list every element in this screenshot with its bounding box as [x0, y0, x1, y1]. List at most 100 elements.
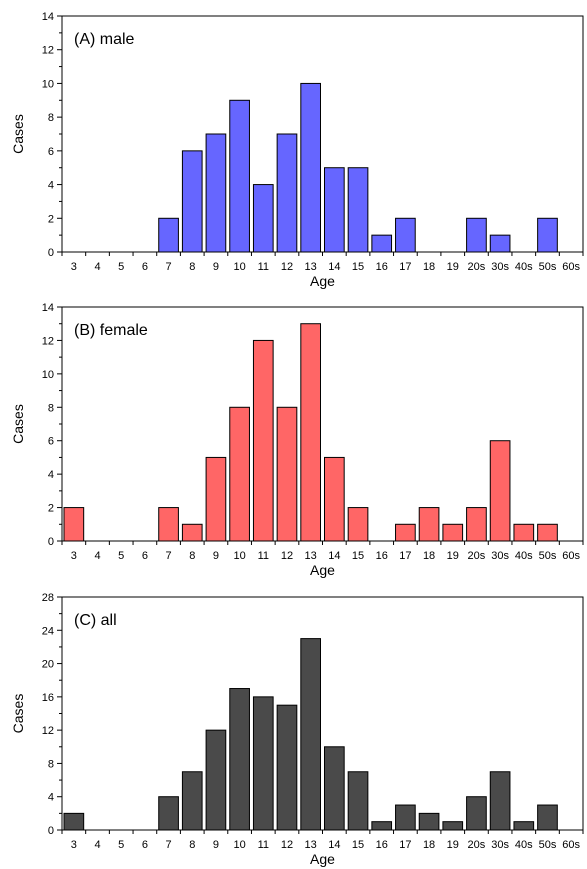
x-tick-label: 12 [281, 261, 293, 273]
x-tick-label: 10 [233, 261, 245, 273]
x-tick-label: 5 [118, 839, 124, 851]
x-tick-label: 18 [423, 261, 435, 273]
bar [371, 234, 393, 253]
x-tick-label: 5 [118, 550, 124, 562]
bar [300, 323, 321, 542]
y-tick-label: 12 [42, 45, 54, 57]
x-tick-label: 10 [233, 550, 245, 562]
x-tick-label: 8 [189, 839, 195, 851]
x-tick-label: 16 [376, 839, 388, 851]
x-tick-label: 17 [399, 550, 411, 562]
y-tick-label: 20 [42, 659, 54, 671]
bar [395, 217, 416, 253]
y-tick-label: 4 [48, 469, 54, 481]
bar [205, 456, 227, 542]
y-tick-label: 16 [42, 692, 54, 704]
x-tick-label: 8 [189, 261, 195, 273]
y-tick-label: 10 [42, 369, 54, 381]
bar [181, 523, 203, 542]
x-tick-label: 7 [166, 261, 172, 273]
x-tick-label: 4 [94, 839, 100, 851]
bar [324, 456, 345, 542]
x-axis-title: Age [310, 273, 335, 289]
x-tick-label: 11 [258, 550, 269, 562]
x-tick-label: 3 [71, 839, 77, 851]
bar [63, 812, 85, 831]
y-tick-label: 12 [42, 335, 54, 347]
bar [181, 771, 203, 831]
y-tick-label: 0 [48, 825, 54, 837]
bar [347, 771, 369, 831]
bar [418, 812, 440, 831]
bar [466, 217, 487, 253]
x-tick-label: 20s [468, 839, 486, 851]
bar [276, 406, 298, 542]
bar [347, 507, 369, 542]
x-tick-label: 6 [142, 550, 148, 562]
panel-label: (C) all [74, 612, 117, 629]
x-tick-label: 40s [515, 839, 533, 851]
chart-panel-3: 0 4 8 12 16 20 24 28 3 4 5 6 7 8 9 10 11 12 13 14 15 16 17 18 19… [10, 592, 584, 867]
bar [276, 133, 298, 253]
y-axis-title: Cases [10, 404, 26, 444]
y-tick-label: 6 [48, 146, 54, 158]
y-tick-label: 0 [48, 536, 54, 548]
bar [489, 234, 511, 253]
y-axis-title: Cases [10, 694, 26, 734]
x-tick-label: 3 [71, 550, 77, 562]
bar [158, 796, 179, 831]
x-tick-label: 40s [515, 550, 533, 562]
y-tick-label: 4 [48, 792, 54, 804]
y-tick-label: 4 [48, 180, 54, 192]
y-tick-label: 14 [42, 302, 54, 314]
x-tick-label: 6 [142, 261, 148, 273]
x-tick-label: 11 [258, 839, 269, 851]
bar [395, 804, 416, 831]
x-tick-label: 4 [94, 261, 100, 273]
bar [252, 339, 274, 542]
y-tick-label: 6 [48, 436, 54, 448]
y-tick-label: 12 [42, 725, 54, 737]
x-tick-label: 30s [491, 550, 509, 562]
x-tick-label: 6 [142, 839, 148, 851]
x-tick-label: 9 [213, 261, 219, 273]
x-tick-label: 9 [213, 550, 219, 562]
bar [158, 217, 179, 253]
x-tick-label: 19 [447, 261, 459, 273]
x-tick-label: 15 [352, 839, 364, 851]
bar [347, 167, 369, 253]
bar [537, 217, 558, 253]
bar [489, 440, 511, 542]
bar [537, 523, 558, 542]
y-tick-label: 10 [42, 78, 54, 90]
x-tick-label: 20s [468, 261, 486, 273]
x-tick-label: 3 [71, 261, 77, 273]
x-tick-label: 18 [423, 550, 435, 562]
x-tick-label: 14 [328, 550, 340, 562]
x-tick-label: 14 [328, 839, 340, 851]
x-tick-label: 7 [166, 839, 172, 851]
x-tick-label: 8 [189, 550, 195, 562]
bar [252, 696, 274, 831]
x-tick-label: 12 [281, 839, 293, 851]
x-tick-label: 19 [447, 550, 459, 562]
x-tick-label: 9 [213, 839, 219, 851]
bar [466, 507, 487, 542]
bar [466, 796, 487, 831]
bar [300, 82, 321, 253]
y-tick-label: 28 [42, 592, 54, 604]
x-tick-label: 15 [352, 261, 364, 273]
bar [63, 507, 85, 542]
bar [442, 523, 464, 542]
bar [418, 507, 440, 542]
bar [395, 523, 416, 542]
y-tick-label: 2 [48, 503, 54, 515]
x-axis-title: Age [310, 562, 335, 578]
x-tick-label: 14 [328, 261, 340, 273]
y-axis-title: Cases [10, 114, 26, 154]
y-tick-label: 0 [48, 247, 54, 259]
bar [205, 133, 227, 253]
x-tick-label: 16 [376, 550, 388, 562]
x-tick-label: 60s [562, 839, 580, 851]
bar [181, 150, 203, 253]
